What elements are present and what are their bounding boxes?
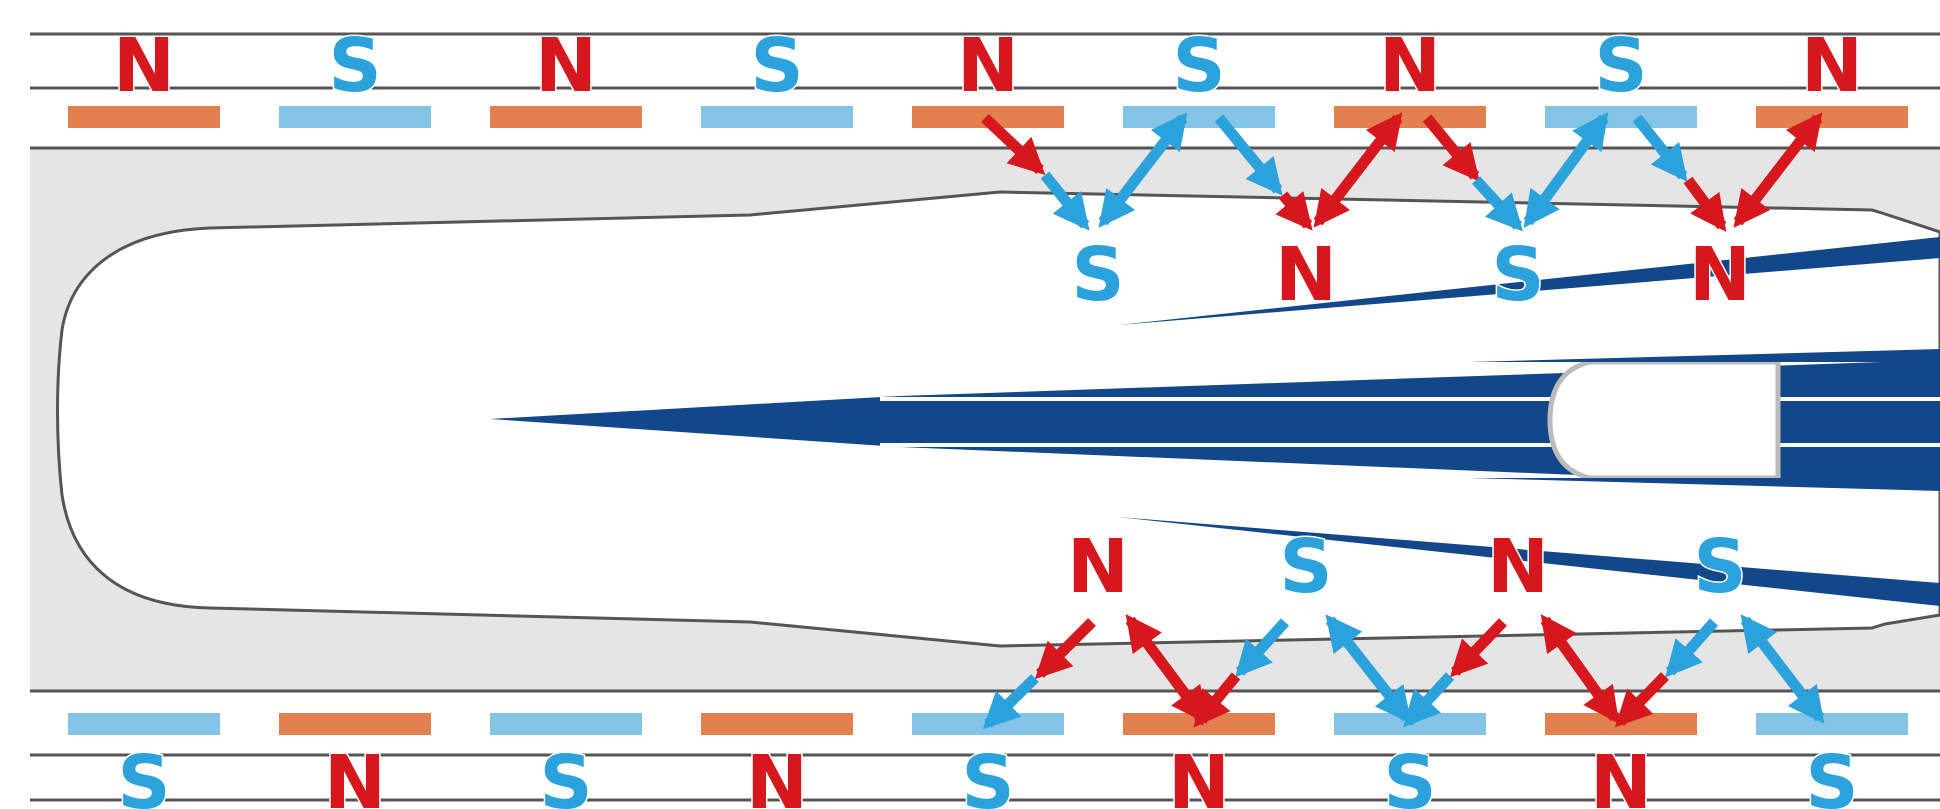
double-headed-arrow-icon: [1523, 112, 1609, 228]
double-headed-arrow-icon: [1125, 614, 1208, 724]
train-top-pole-north: N: [1689, 232, 1751, 318]
stripe-upper: [1118, 237, 1940, 325]
bottom-magnet-bar-north: [279, 713, 431, 735]
stripe-lower: [1118, 517, 1940, 606]
top-magnet-bar-south: [701, 106, 853, 128]
double-headed-arrow-icon: [1733, 112, 1823, 228]
double-headed-arrow-icon: [1422, 114, 1480, 182]
train-stripes: [490, 237, 1940, 606]
train-bottom-pole-north: N: [1487, 524, 1549, 610]
force-arrows: [981, 112, 1825, 730]
bottom-magnet-label-north: N: [1168, 740, 1230, 809]
double-headed-arrow-icon: [1040, 171, 1090, 231]
train-top-pole-south: S: [1491, 232, 1544, 318]
pole-labels: N S N S N S N S N S N S N S N S N S S N S N N S N S: [112, 22, 1865, 809]
top-magnet-label-north: N: [1379, 23, 1441, 109]
top-magnet-label-south: S: [1172, 23, 1225, 109]
double-headed-arrow-icon: [981, 114, 1046, 175]
top-magnet-label-south: S: [1594, 23, 1647, 109]
top-magnet-bar-south: [279, 106, 431, 128]
double-headed-arrow-icon: [1683, 176, 1727, 232]
top-magnet-label-north: N: [1801, 23, 1863, 109]
bottom-magnet-bar-south: [490, 713, 642, 735]
bottom-magnet-label-south: S: [539, 740, 592, 809]
top-magnet-label-north: N: [957, 23, 1019, 109]
bottom-magnet-bar-south: [68, 713, 220, 735]
top-magnet-bar-north: [68, 106, 220, 128]
bottom-magnet-label-north: N: [324, 740, 386, 809]
double-headed-arrow-icon: [1098, 112, 1188, 228]
double-headed-arrow-icon: [1235, 618, 1290, 678]
double-headed-arrow-icon: [1214, 114, 1283, 196]
cab-window: [1547, 359, 1781, 481]
top-magnet-bar-south: [1123, 106, 1275, 128]
double-headed-arrow-icon: [1403, 672, 1455, 728]
bottom-magnet-label-north: N: [1590, 740, 1652, 809]
top-magnet-label-south: S: [328, 23, 381, 109]
top-magnet-bar-north: [490, 106, 642, 128]
bottom-magnet-label-north: N: [746, 740, 808, 809]
train-top-pole-south: S: [1071, 232, 1124, 318]
top-magnet-label-south: S: [750, 23, 803, 109]
double-headed-arrow-icon: [1471, 176, 1523, 232]
double-headed-arrow-icon: [1325, 614, 1412, 724]
top-magnet-bar-south: [1545, 106, 1697, 128]
top-magnet-label-north: N: [113, 23, 175, 109]
bottom-magnet-label-south: S: [1805, 740, 1858, 809]
train-bottom-pole-north: N: [1067, 524, 1129, 610]
train-top-pole-north: N: [1275, 232, 1337, 318]
top-magnet-bar-north: [1756, 106, 1908, 128]
bottom-magnet-bar-north: [701, 713, 853, 735]
double-headed-arrow-icon: [982, 674, 1039, 730]
top-magnet-label-north: N: [535, 23, 597, 109]
double-headed-arrow-icon: [1614, 672, 1669, 728]
double-headed-arrow-icon: [1275, 191, 1313, 231]
train-bottom-pole-south: S: [1693, 524, 1746, 610]
top-magnet-bar-north: [1334, 106, 1486, 128]
bottom-magnet-bar-south: [1756, 713, 1908, 735]
double-headed-arrow-icon: [1632, 114, 1688, 182]
double-headed-arrow-icon: [1665, 618, 1719, 678]
double-headed-arrow-icon: [1313, 112, 1403, 228]
nose-stripe-bottom: [1470, 478, 1940, 491]
nose-stripe-top: [1470, 349, 1940, 362]
bottom-magnet-label-south: S: [117, 740, 170, 809]
double-headed-arrow-icon: [1193, 672, 1241, 728]
bottom-magnet-label-south: S: [961, 740, 1014, 809]
double-headed-arrow-icon: [1449, 618, 1507, 678]
double-headed-arrow-icon: [1034, 618, 1096, 680]
guideway-rails: [30, 32, 1940, 802]
double-headed-arrow-icon: [1540, 614, 1620, 724]
double-headed-arrow-icon: [1740, 614, 1825, 724]
train-bottom-pole-south: S: [1279, 524, 1332, 610]
bottom-magnet-label-south: S: [1383, 740, 1436, 809]
